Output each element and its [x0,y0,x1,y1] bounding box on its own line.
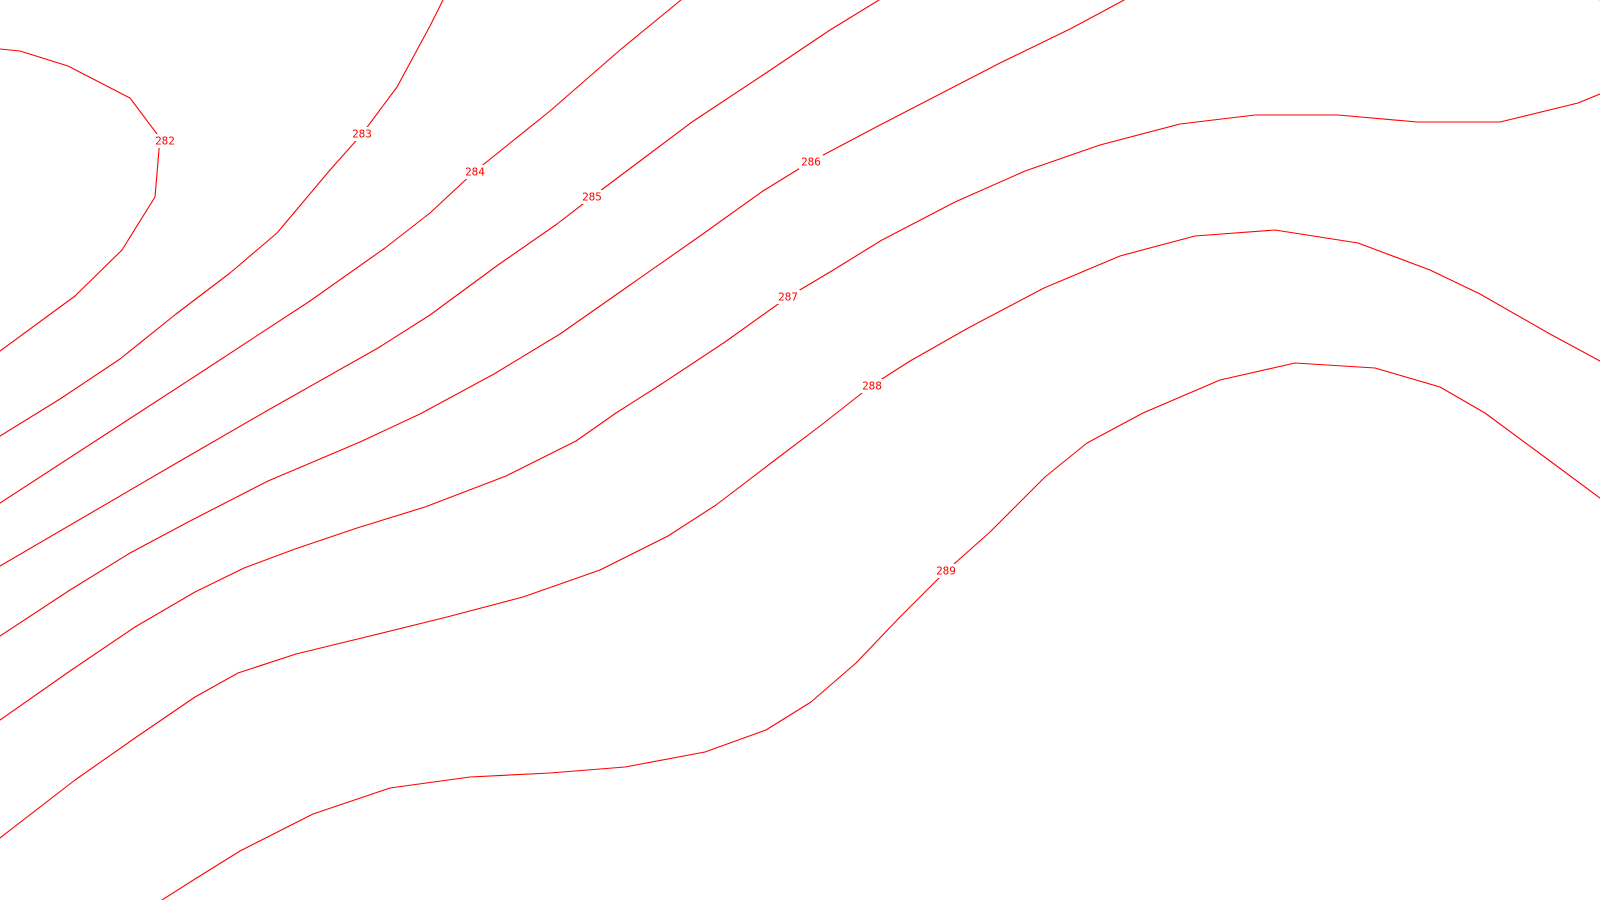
contour-label-text: 285 [582,191,602,204]
contour-label-286: 286 [799,155,823,169]
contour-label-background [580,190,604,204]
contour-label-287: 287 [776,290,800,304]
contour-line-286 [0,0,1125,637]
contour-line-284 [0,0,682,504]
contour-label-285: 285 [580,190,604,204]
contour-label-text: 289 [936,565,956,578]
contour-label-283: 283 [350,127,374,141]
contour-line-288 [0,229,1600,839]
contour-label-text: 286 [801,156,821,169]
contour-label-289: 289 [934,564,958,578]
contour-label-background [860,379,884,393]
contour-label-background [776,290,800,304]
contour-label-284: 284 [463,165,487,179]
contour-label-background [934,564,958,578]
contour-label-text: 283 [352,128,372,141]
contour-label-background [153,134,177,148]
contour-label-288: 288 [860,379,884,393]
contour-label-text: 282 [155,135,175,148]
contour-labels: 282 283 284 285 286 287 288 289 [153,127,958,578]
contour-label-text: 288 [862,380,882,393]
contour-label-text: 284 [465,166,485,179]
contour-label-background [350,127,374,141]
contour-line-287 [0,93,1600,721]
contour-line-289 [161,362,1600,900]
contour-line-282 [0,48,161,352]
contour-line-283 [0,0,444,437]
contour-label-text: 287 [778,291,798,304]
contour-label-282: 282 [153,134,177,148]
contour-label-background [799,155,823,169]
contour-label-background [463,165,487,179]
contour-line-285 [0,0,880,567]
